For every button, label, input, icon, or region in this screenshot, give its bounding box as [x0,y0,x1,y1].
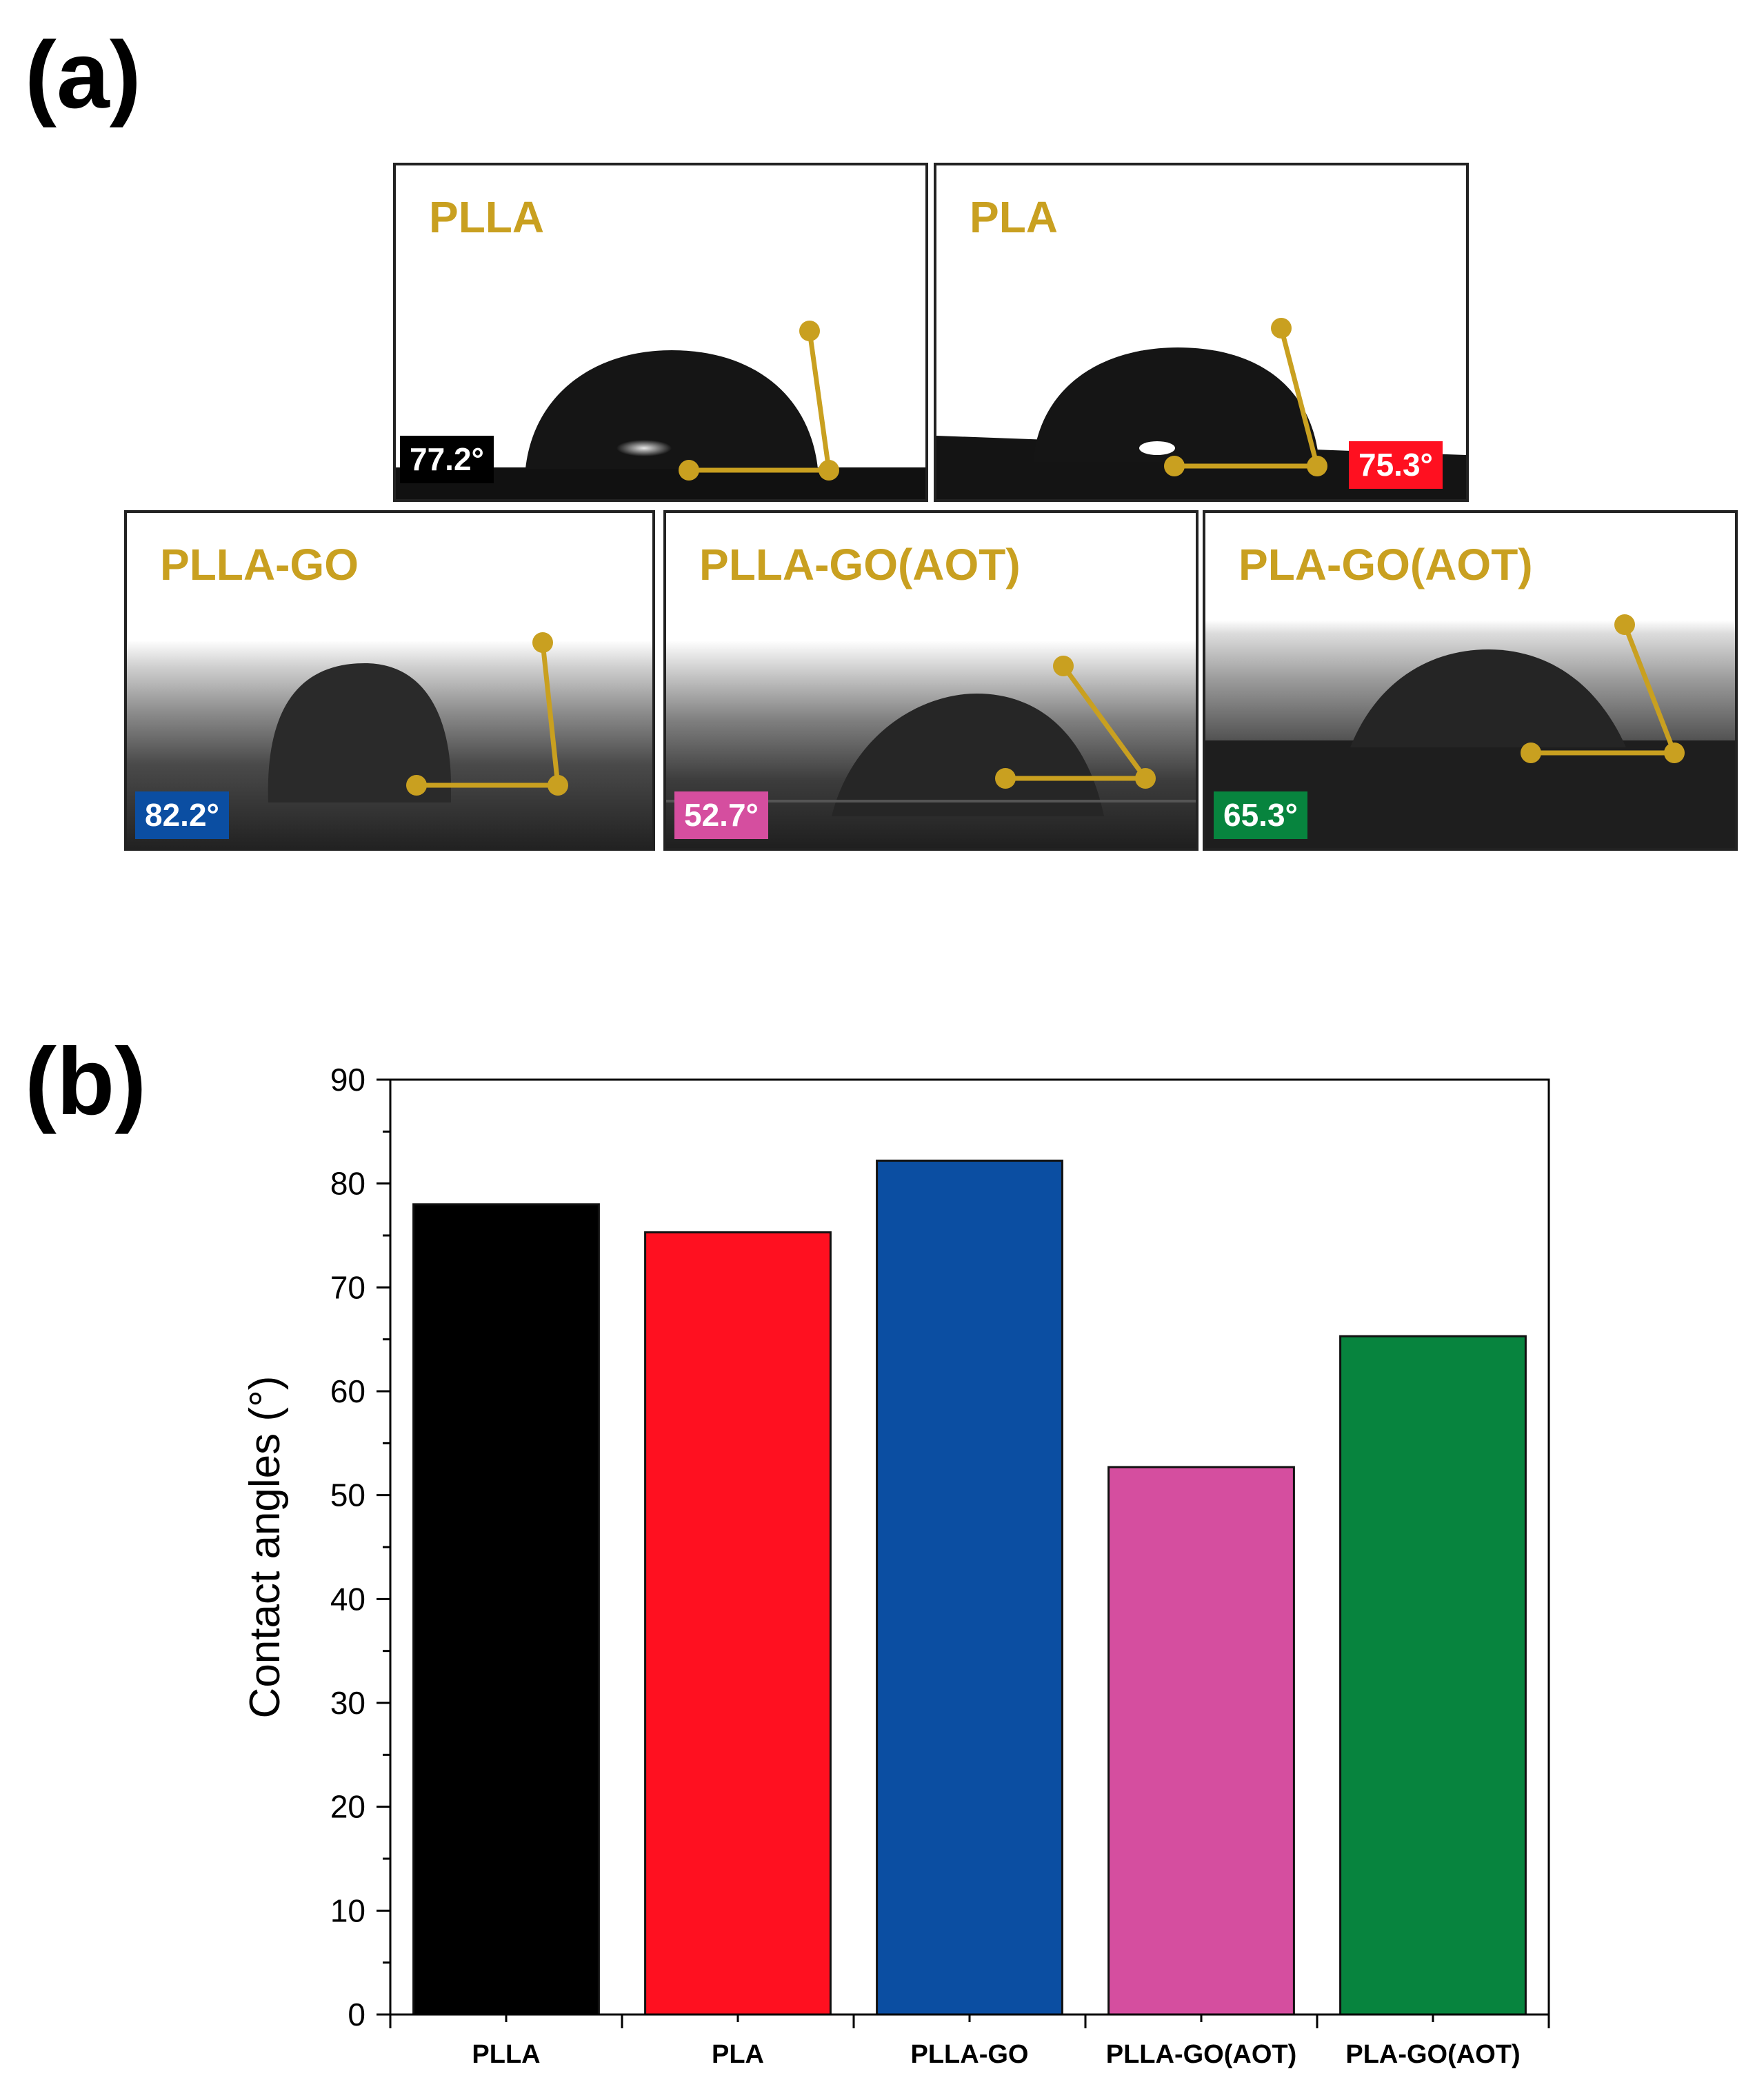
y-tick-label: 20 [330,1789,365,1825]
droplet-image-plla-go [127,513,652,848]
y-tick-label: 50 [330,1477,365,1513]
bar-plla [412,1203,600,2016]
photo-plla-go-aot: PLLA-GO(AOT) 52.7° [663,510,1199,851]
photo-plla: PLLA 77.2° [393,163,928,502]
panel-b-label: (b) [25,1029,147,1135]
y-tick-label: 60 [330,1373,365,1409]
bar-plla-go [876,1160,1063,2016]
photo-title: PLLA [429,192,545,242]
angle-badge: 77.2° [400,436,494,483]
photo-pla: PLA 75.3° [934,163,1469,502]
photo-pla-go-aot: PLA-GO(AOT) 65.3° [1203,510,1738,851]
photo-title: PLLA-GO [160,540,359,589]
bar-pla [644,1231,832,2016]
photo-plla-go: PLLA-GO 82.2° [124,510,655,851]
photo-title: PLA-GO(AOT) [1238,540,1533,589]
droplet-image-pla [936,165,1466,499]
y-tick-label: 70 [330,1269,365,1305]
x-tick-label: PLA [712,2040,764,2069]
bar-plla-go-aot [1107,1466,1295,2016]
bar-pla-go-aot [1339,1335,1527,2016]
y-tick-label: 80 [330,1166,365,1202]
x-tick-label: PLA-GO(AOT) [1345,2040,1520,2069]
photo-title: PLLA-GO(AOT) [699,540,1021,589]
y-tick-label: 30 [330,1685,365,1721]
x-tick-label: PLLA-GO(AOT) [1106,2040,1297,2069]
y-tick-label: 90 [330,1062,365,1098]
y-tick-label: 10 [330,1892,365,1928]
y-tick-label: 40 [330,1581,365,1617]
angle-badge: 75.3° [1349,441,1443,489]
angle-badge: 52.7° [674,791,768,839]
x-tick-label: PLLA [472,2040,540,2069]
photo-title: PLA [970,192,1058,242]
angle-badge: 65.3° [1214,791,1307,839]
y-axis-label: Contact angles (°) [241,1376,289,1719]
panel-a-label: (a) [25,22,141,128]
y-tick-label: 0 [348,1997,365,2032]
bar-chart: PLLA PLA PLLA-GO PLLA-GO(AOT) PLA-GO(AOT) 0 10… [241,1062,1550,2069]
angle-badge: 82.2° [135,791,229,839]
x-tick-label: PLLA-GO [911,2040,1029,2069]
